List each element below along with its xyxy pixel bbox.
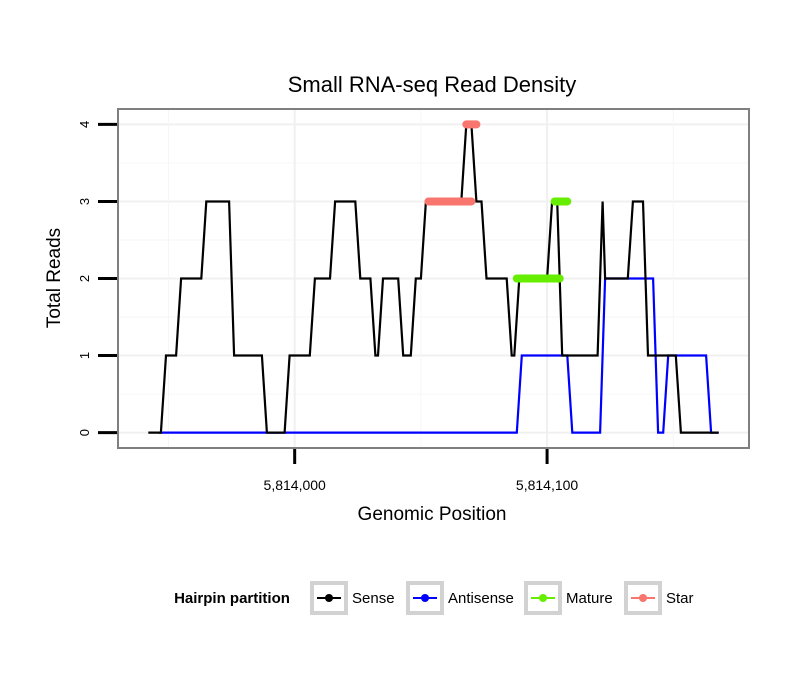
legend-label-star: Star xyxy=(666,590,694,607)
legend-label-mature: Mature xyxy=(566,590,613,607)
legend-key-dot-sense xyxy=(325,594,333,602)
legend-key-dot-antisense xyxy=(421,594,429,602)
y-axis-label: Total Reads xyxy=(44,228,65,328)
legend-label-antisense: Antisense xyxy=(448,590,514,607)
y-tick-label: 1 xyxy=(77,352,92,359)
legend-key-antisense xyxy=(406,581,444,615)
legend-title: Hairpin partition xyxy=(174,590,290,607)
legend-key-dot-star xyxy=(639,594,647,602)
y-tick-label: 4 xyxy=(77,121,92,128)
chart-title: Small RNA-seq Read Density xyxy=(288,72,577,97)
y-tick-label: 2 xyxy=(77,275,92,282)
axes-layer: 0 1 2 3 4 5,814,000 5,814,100 xyxy=(77,121,578,493)
panel-border xyxy=(117,108,750,449)
series-line-sense xyxy=(148,123,719,434)
series-line-antisense xyxy=(158,277,719,434)
x-tick-label: 5,814,000 xyxy=(264,477,326,493)
y-tick-label: 0 xyxy=(77,429,92,436)
x-axis-label: Genomic Position xyxy=(358,504,507,525)
panel-grid xyxy=(118,109,749,448)
y-tick-label: 3 xyxy=(77,198,92,205)
legend-key-dot-mature xyxy=(539,594,547,602)
legend: Hairpin partition Sense Antisense Mature St… xyxy=(174,581,694,615)
x-tick-label: 5,814,100 xyxy=(516,477,578,493)
legend-label-sense: Sense xyxy=(352,590,395,607)
series-layer xyxy=(148,120,719,434)
